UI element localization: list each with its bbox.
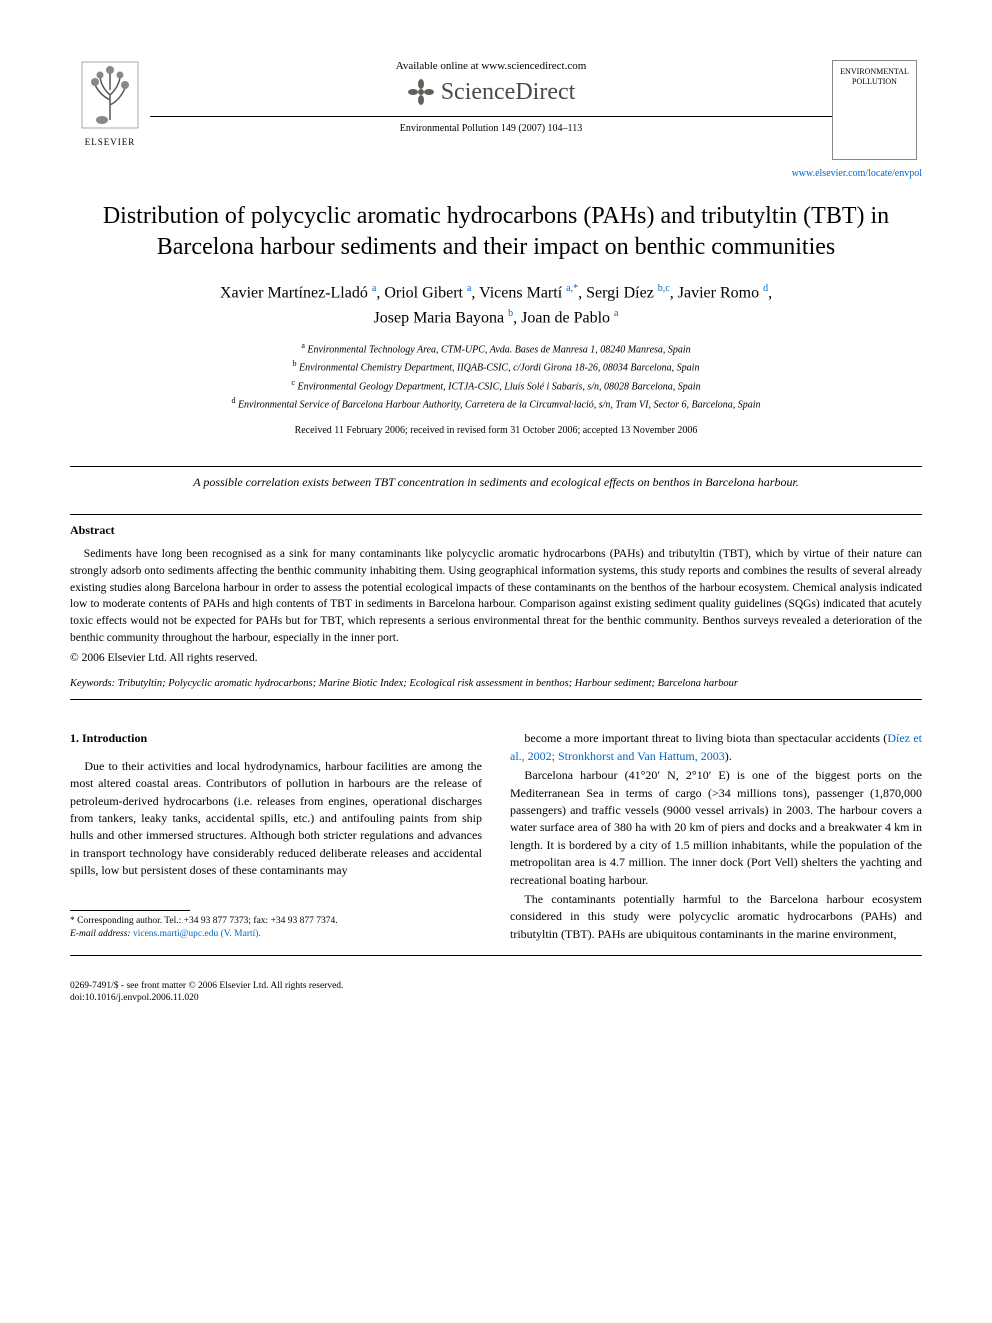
journal-cover-thumbnail: ENVIRONMENTAL POLLUTION: [832, 60, 917, 160]
keywords-label: Keywords:: [70, 678, 115, 689]
abstract-copyright: © 2006 Elsevier Ltd. All rights reserved…: [70, 652, 922, 664]
journal-link-row: www.elsevier.com/locate/envpol: [70, 168, 922, 179]
publisher-name: ELSEVIER: [70, 137, 150, 147]
keywords-line: Keywords: Tributyltin; Polycyclic aromat…: [70, 678, 922, 689]
footnote-separator: [70, 910, 190, 911]
footnote-email[interactable]: vicens.marti@upc.edu (V. Martí).: [131, 929, 261, 939]
intro-paragraph: Barcelona harbour (41°20′ N, 2°10′ E) is…: [510, 767, 922, 889]
intro-paragraph: become a more important threat to living…: [510, 730, 922, 765]
affiliation: b Environmental Chemistry Department, II…: [70, 358, 922, 376]
capsule-rule-top: [70, 466, 922, 467]
capsule-summary: A possible correlation exists between TB…: [70, 475, 922, 490]
footnote-correspondence: * Corresponding author. Tel.: +34 93 877…: [70, 915, 482, 928]
intro-paragraph: Due to their activities and local hydrod…: [70, 758, 482, 880]
footer-front-matter: 0269-7491/$ - see front matter © 2006 El…: [70, 980, 922, 992]
sciencedirect-text: ScienceDirect: [441, 79, 576, 106]
header-center: Available online at www.sciencedirect.co…: [150, 60, 832, 134]
journal-cover-block: ENVIRONMENTAL POLLUTION: [832, 60, 922, 160]
header-rule: [150, 116, 832, 117]
author-affil-sup[interactable]: a: [614, 308, 618, 319]
available-online-text: Available online at www.sciencedirect.co…: [150, 60, 832, 72]
article-header: ELSEVIER Available online at www.science…: [70, 60, 922, 160]
affiliation: c Environmental Geology Department, ICTJ…: [70, 377, 922, 395]
body-columns: 1. Introduction Due to their activities …: [70, 730, 922, 945]
footer-rule: [70, 955, 922, 956]
journal-homepage-link[interactable]: www.elsevier.com/locate/envpol: [792, 168, 922, 179]
elsevier-tree-logo: [80, 60, 140, 130]
author-affil-sup[interactable]: a,*: [566, 283, 578, 294]
article-footer: 0269-7491/$ - see front matter © 2006 El…: [70, 980, 922, 1005]
author-name: Xavier Martínez-Lladó: [220, 285, 372, 302]
footer-doi: doi:10.1016/j.envpol.2006.11.020: [70, 992, 922, 1004]
journal-cover-title: ENVIRONMENTAL POLLUTION: [833, 67, 916, 86]
article-dates: Received 11 February 2006; received in r…: [70, 425, 922, 436]
keywords-text: Tributyltin; Polycyclic aromatic hydroca…: [115, 678, 738, 689]
sciencedirect-logo: ScienceDirect: [150, 78, 832, 106]
capsule-rule-bottom: [70, 514, 922, 515]
journal-reference: Environmental Pollution 149 (2007) 104–1…: [150, 123, 832, 134]
affiliation: d Environmental Service of Barcelona Har…: [70, 395, 922, 413]
right-column: become a more important threat to living…: [510, 730, 922, 945]
publisher-block: ELSEVIER: [70, 60, 150, 147]
intro-heading: 1. Introduction: [70, 730, 482, 747]
intro-paragraph: The contaminants potentially harmful to …: [510, 891, 922, 943]
author-list: Xavier Martínez-Lladó a, Oriol Gibert a,…: [70, 281, 922, 330]
author-affil-sup[interactable]: b,c: [658, 283, 670, 294]
abstract-body: Sediments have long been recognised as a…: [70, 546, 922, 646]
corresponding-author-footnote: * Corresponding author. Tel.: +34 93 877…: [70, 915, 482, 942]
footnote-email-row: E-mail address: vicens.marti@upc.edu (V.…: [70, 928, 482, 941]
abstract-heading: Abstract: [70, 523, 922, 538]
left-column: 1. Introduction Due to their activities …: [70, 730, 482, 945]
article-title: Distribution of polycyclic aromatic hydr…: [70, 201, 922, 263]
author-name: Josep Maria Bayona: [374, 309, 509, 326]
affiliation: a Environmental Technology Area, CTM-UPC…: [70, 340, 922, 358]
footnote-email-label: E-mail address:: [70, 929, 131, 939]
sciencedirect-icon: [407, 78, 435, 106]
affiliations-block: a Environmental Technology Area, CTM-UPC…: [70, 340, 922, 413]
keywords-rule: [70, 699, 922, 700]
